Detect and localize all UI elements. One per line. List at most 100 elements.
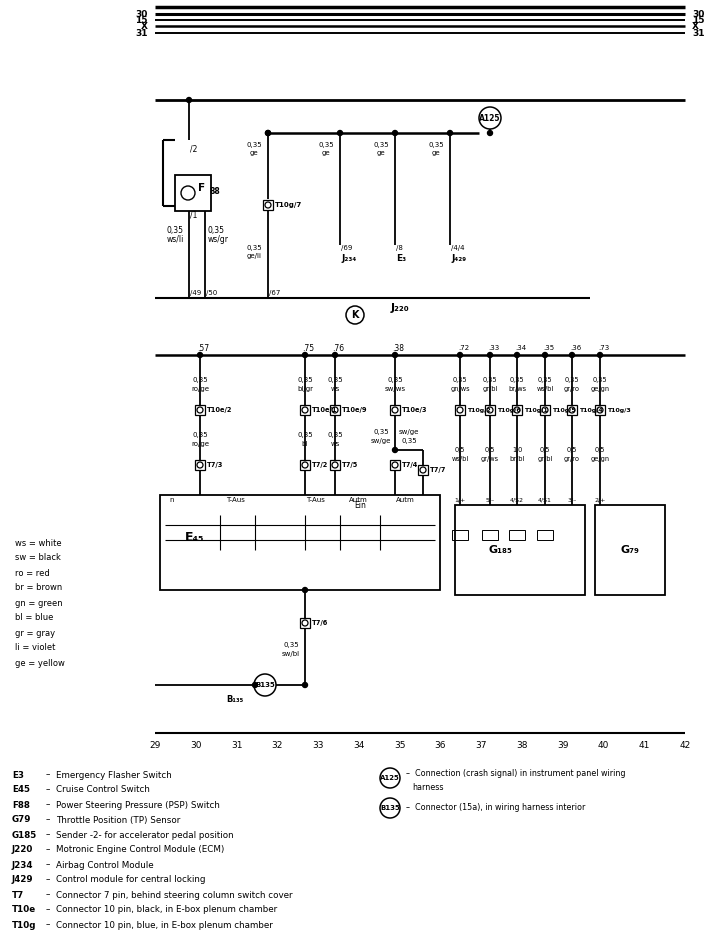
Text: /1: /1 (190, 211, 197, 219)
Text: /8: /8 (396, 245, 403, 251)
Text: 33: 33 (312, 741, 324, 749)
Text: –: – (46, 905, 50, 915)
Bar (595, 505, 665, 595)
Text: 0,35: 0,35 (246, 245, 262, 251)
Text: ws/bl: ws/bl (451, 456, 469, 462)
Text: .76: .76 (332, 343, 344, 353)
Text: J₄₂₉: J₄₂₉ (451, 253, 466, 263)
Text: .36: .36 (570, 345, 581, 351)
Text: J220: J220 (12, 846, 33, 854)
Text: 30: 30 (135, 9, 148, 19)
Text: .35: .35 (543, 345, 554, 351)
Text: /69: /69 (341, 245, 352, 251)
Bar (509, 530, 525, 540)
Text: ge = yellow: ge = yellow (15, 659, 65, 667)
Text: 38: 38 (516, 741, 527, 749)
Text: T-Aus: T-Aus (305, 497, 324, 503)
Circle shape (570, 353, 575, 358)
Text: 0,35: 0,35 (510, 377, 525, 383)
Text: ro = red: ro = red (15, 568, 50, 578)
Text: .75: .75 (302, 343, 314, 353)
Text: –  Connector (15a), in wiring harness interior: – Connector (15a), in wiring harness int… (406, 804, 585, 812)
Text: 0,35: 0,35 (298, 377, 313, 383)
Text: T10e/9: T10e/9 (342, 407, 367, 413)
Text: T-Aus: T-Aus (226, 497, 245, 503)
Circle shape (393, 448, 398, 453)
Text: sw/ge: sw/ge (371, 438, 391, 444)
Text: .57: .57 (197, 343, 209, 353)
Text: B135: B135 (255, 682, 275, 688)
Text: gr/ws: gr/ws (481, 456, 499, 462)
Text: ws/li: ws/li (166, 234, 184, 244)
Text: gn = green: gn = green (15, 598, 63, 608)
Text: ws/gr: ws/gr (208, 234, 229, 244)
Text: 0,5: 0,5 (540, 447, 550, 453)
Text: 0,35: 0,35 (593, 377, 607, 383)
Text: T7/5: T7/5 (342, 462, 358, 468)
Text: 0,35: 0,35 (483, 377, 497, 383)
Circle shape (487, 353, 493, 358)
Text: 36: 36 (435, 741, 446, 749)
Text: X: X (141, 22, 148, 30)
Circle shape (187, 98, 192, 103)
Text: ge/gn: ge/gn (591, 456, 610, 462)
Text: 0,5: 0,5 (567, 447, 577, 453)
Text: /49: /49 (190, 290, 201, 296)
Text: gn/ws: gn/ws (450, 386, 470, 392)
Text: B135: B135 (380, 805, 400, 811)
Text: 0,35: 0,35 (401, 438, 417, 444)
Bar (595, 405, 605, 415)
Text: 4/S1: 4/S1 (538, 498, 552, 502)
Text: bl/gr: bl/gr (297, 386, 313, 392)
Text: sw/ge: sw/ge (399, 429, 419, 435)
Text: ge: ge (431, 150, 441, 156)
Circle shape (302, 682, 307, 688)
Bar (455, 505, 585, 595)
Text: T10g: T10g (12, 920, 37, 930)
Text: 30: 30 (692, 9, 704, 19)
Circle shape (333, 353, 338, 358)
Text: 40: 40 (598, 741, 609, 749)
Circle shape (598, 353, 603, 358)
Text: ge/gn: ge/gn (591, 386, 610, 392)
Text: gr/ro: gr/ro (564, 386, 580, 392)
Text: T7: T7 (12, 890, 24, 900)
Text: A125: A125 (380, 775, 400, 781)
Bar (300, 618, 310, 628)
Bar (485, 405, 495, 415)
Circle shape (393, 131, 398, 136)
Bar (390, 460, 400, 470)
Text: T10g/3: T10g/3 (607, 407, 631, 412)
Text: 31: 31 (692, 28, 704, 38)
Text: ge: ge (376, 150, 386, 156)
Text: 30: 30 (190, 741, 202, 749)
Bar (390, 405, 400, 415)
Text: –: – (46, 801, 50, 809)
Circle shape (458, 353, 462, 358)
Text: 4/S2: 4/S2 (510, 498, 524, 502)
Text: ws: ws (331, 441, 340, 447)
Text: Airbag Control Module: Airbag Control Module (56, 860, 154, 869)
Text: bl = blue: bl = blue (15, 614, 54, 623)
Text: 29: 29 (149, 741, 161, 749)
Bar (452, 530, 468, 540)
Text: 0,5: 0,5 (595, 447, 606, 453)
Text: /2: /2 (190, 145, 197, 153)
Text: .38: .38 (392, 343, 404, 353)
Text: Connector 10 pin, black, in E-box plenum chamber: Connector 10 pin, black, in E-box plenum… (56, 905, 277, 915)
Bar (160, 495, 440, 590)
Text: br = brown: br = brown (15, 583, 62, 593)
Circle shape (543, 353, 548, 358)
Text: 88: 88 (209, 186, 220, 196)
Text: ge/li: ge/li (247, 253, 262, 259)
Text: ws/bl: ws/bl (537, 386, 553, 392)
Text: 0,35: 0,35 (327, 377, 343, 383)
Text: T10g/1: T10g/1 (524, 407, 548, 412)
Text: Connector 10 pin, blue, in E-box plenum chamber: Connector 10 pin, blue, in E-box plenum … (56, 920, 273, 930)
Text: T10g/7: T10g/7 (275, 202, 302, 208)
Text: G185: G185 (12, 831, 37, 839)
Text: .34: .34 (515, 345, 526, 351)
Text: K: K (351, 310, 359, 320)
Circle shape (393, 353, 398, 358)
Text: E₃: E₃ (396, 253, 406, 263)
